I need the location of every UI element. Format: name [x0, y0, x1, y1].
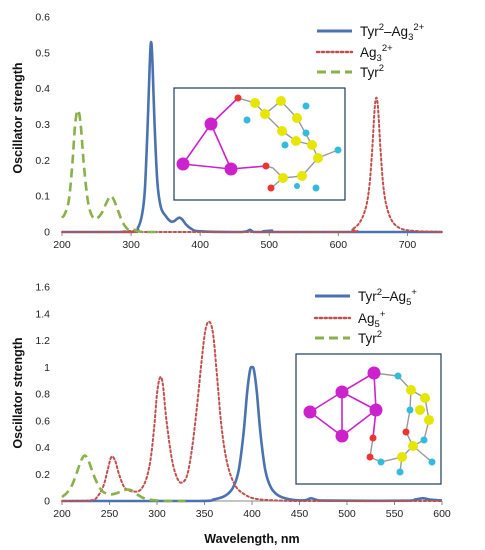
bottom-series-silver-line — [61, 320, 443, 503]
top-molecule-inset — [173, 87, 346, 201]
bottom-y-tick-label: 1 — [44, 362, 50, 374]
bottom-series-tyr-line — [61, 454, 186, 503]
top-x-tick-label: 300 — [122, 239, 140, 251]
bottom-y-tick-label: 1.2 — [35, 335, 50, 347]
top-legend-label-silver: Ag32+ — [360, 43, 393, 64]
top-x-ticks: 200 300 400 500 600 700 — [53, 232, 416, 251]
bottom-y-tick-label: 0.6 — [35, 415, 50, 427]
top-x-tick-label: 400 — [191, 239, 209, 251]
bottom-x-tick-label: 200 — [53, 508, 71, 520]
ag-atom-icon — [335, 385, 349, 399]
bottom-series-complex-line — [61, 365, 443, 503]
bottom-y-ticks: 0 0.2 0.4 0.6 0.8 1 1.2 1.4 1.6 — [35, 282, 50, 508]
bottom-y-tick-label: 0 — [44, 496, 50, 508]
bottom-y-axis-label: Oscillator strength — [11, 337, 25, 448]
bottom-x-axis-label: Wavelength, nm — [204, 532, 299, 546]
bottom-x-tick-label: 450 — [291, 508, 309, 520]
bottom-x-tick-label: 300 — [148, 508, 166, 520]
bottom-x-tick-label: 400 — [243, 508, 261, 520]
top-y-tick-label: 0.5 — [35, 47, 50, 59]
top-x-tick-label: 200 — [53, 239, 71, 251]
bottom-x-tick-label: 350 — [196, 508, 214, 520]
top-legend-label-tyr: Tyr2 — [360, 63, 384, 80]
bottom-y-tick-label: 0.4 — [35, 442, 50, 454]
top-x-tick-label: 600 — [330, 239, 348, 251]
top-x-tick-label: 700 — [399, 239, 417, 251]
bottom-legend-label-complex: Tyr2–Ag5+ — [358, 287, 417, 308]
bottom-y-tick-label: 0.2 — [35, 469, 50, 481]
ag-atom-icon — [303, 405, 317, 419]
bottom-chart: Oscillator strength 0 0.2 0.4 0.6 0.8 1 1.2 1.4… — [11, 282, 451, 547]
top-y-tick-label: 0.6 — [35, 12, 50, 24]
ag-atom-icon — [335, 429, 349, 443]
bottom-series — [61, 320, 443, 503]
top-y-tick-label: 0.4 — [35, 83, 50, 95]
bottom-molecule-inset — [295, 353, 442, 485]
top-series-tyr-line — [60, 108, 159, 234]
ag-atom-icon — [367, 366, 381, 380]
bottom-y-tick-label: 1.6 — [35, 282, 50, 294]
top-y-tick-label: 0.3 — [35, 119, 50, 131]
bottom-x-tick-label: 550 — [386, 508, 404, 520]
ag-atom-icon — [204, 117, 218, 131]
top-x-tick-label: 500 — [261, 239, 279, 251]
ag-atom-icon — [224, 162, 238, 176]
top-legend: Tyr2–Ag32+ Ag32+ Tyr2 — [315, 22, 425, 80]
bottom-legend-label-silver: Ag5+ — [358, 309, 386, 330]
top-chart: Oscillator strength 00.10.20.30.40.50.6 … — [11, 12, 443, 251]
bottom-legend-label-tyr: Tyr2 — [358, 329, 382, 346]
top-y-tick-label: 0.1 — [35, 191, 50, 203]
ag-atom-icon — [176, 157, 190, 171]
bottom-x-tick-label: 250 — [101, 508, 119, 520]
top-y-ticks: 0 0.1 0.2 0.3 0.4 0.5 0.6 — [35, 12, 50, 239]
top-y-axis-label: Oscillator strength — [11, 62, 25, 173]
top-legend-label-complex: Tyr2–Ag32+ — [360, 22, 425, 43]
top-y-tick-label: 0.2 — [35, 155, 50, 167]
bottom-x-tick-label: 500 — [338, 508, 356, 520]
top-y-tick-label: 0 — [44, 227, 50, 239]
bottom-x-ticks: 200 250 300 350 400 450 500 550 600 — [53, 501, 451, 520]
ag-atom-icon — [369, 403, 383, 417]
bottom-y-tick-label: 0.8 — [35, 389, 50, 401]
top-series — [60, 40, 443, 234]
bottom-y-tick-label: 1.4 — [35, 308, 50, 320]
bottom-legend: Tyr2–Ag5+ Ag5+ Tyr2 — [313, 287, 417, 346]
bottom-x-tick-label: 600 — [433, 508, 451, 520]
